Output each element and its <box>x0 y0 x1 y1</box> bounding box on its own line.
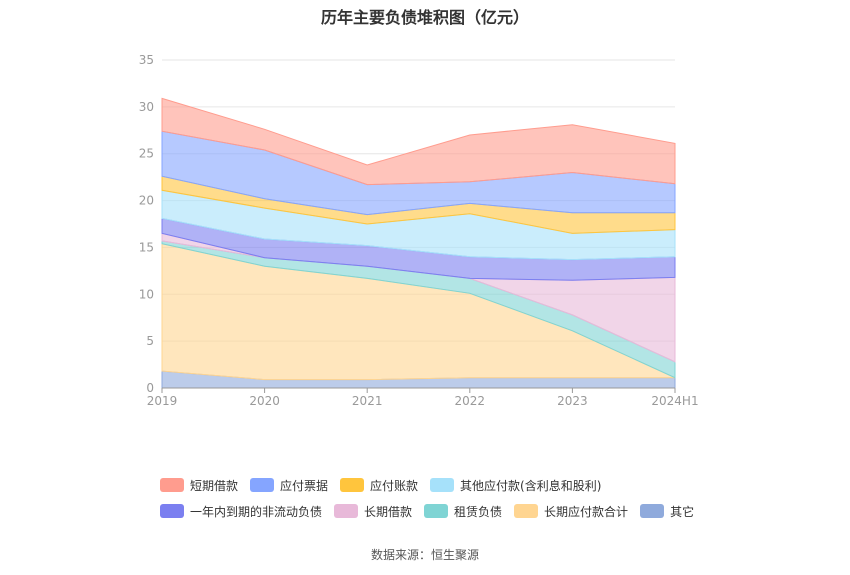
legend-swatch <box>640 504 665 518</box>
y-tick-label: 30 <box>139 100 154 114</box>
legend-swatch <box>424 504 449 518</box>
y-tick-label: 10 <box>139 287 154 301</box>
chart-legend: 短期借款 应付票据 应付账款 其他应付款(含利息和股利) 一年内到期的非流动负债 长期借… <box>160 472 760 524</box>
legend-swatch <box>160 504 184 518</box>
legend-item[interactable]: 租赁负债 <box>424 503 502 520</box>
x-tick-label: 2024H1 <box>651 394 698 408</box>
legend-swatch <box>514 504 539 518</box>
legend-label: 应付账款 <box>370 478 419 493</box>
chart-title: 历年主要负债堆积图（亿元） <box>320 8 529 27</box>
legend-row-1: 短期借款 应付票据 应付账款 其他应付款(含利息和股利) <box>160 472 760 498</box>
legend-label: 一年内到期的非流动负债 <box>190 504 323 519</box>
legend-label: 长期应付款合计 <box>544 504 629 519</box>
legend-item[interactable]: 应付账款 <box>340 477 418 494</box>
legend-item[interactable]: 长期借款 <box>334 503 412 520</box>
legend-label: 其它 <box>670 504 695 519</box>
stacked-area-chart: 0 5 10 15 20 25 30 35 2019 2020 2021 2022 2023 2024H1 <box>139 53 699 408</box>
legend-label: 短期借款 <box>190 478 239 493</box>
legend-item[interactable]: 一年内到期的非流动负债 <box>160 503 322 520</box>
x-tick-label: 2022 <box>455 394 486 408</box>
legend-label: 其他应付款(含利息和股利) <box>460 478 602 493</box>
legend-swatch <box>334 504 359 518</box>
legend-row-2: 一年内到期的非流动负债 长期借款 租赁负债 长期应付款合计 其它 <box>160 498 760 524</box>
y-tick-label: 35 <box>139 53 154 67</box>
legend-item[interactable]: 长期应付款合计 <box>514 503 628 520</box>
legend-swatch <box>250 478 275 492</box>
legend-swatch <box>430 478 455 492</box>
x-tick-label: 2023 <box>557 394 588 408</box>
y-tick-label: 15 <box>139 240 154 254</box>
legend-item[interactable]: 其他应付款(含利息和股利) <box>430 477 601 494</box>
legend-item[interactable]: 应付票据 <box>250 477 328 494</box>
x-tick-label: 2021 <box>352 394 383 408</box>
legend-label: 应付票据 <box>280 478 329 493</box>
y-tick-label: 25 <box>139 147 154 161</box>
x-tick-label: 2019 <box>147 394 178 408</box>
x-tick-label: 2020 <box>249 394 280 408</box>
legend-item[interactable]: 短期借款 <box>160 477 238 494</box>
legend-label: 长期借款 <box>364 504 413 519</box>
data-source-note: 数据来源：恒生聚源 <box>370 548 479 562</box>
y-tick-label: 20 <box>139 194 154 208</box>
y-tick-label: 0 <box>146 381 154 395</box>
legend-swatch <box>160 478 184 492</box>
y-tick-label: 5 <box>146 334 154 348</box>
legend-item[interactable]: 其它 <box>640 503 694 520</box>
legend-label: 租赁负债 <box>454 504 503 519</box>
legend-swatch <box>340 478 365 492</box>
area-series-8 <box>161 97 676 186</box>
